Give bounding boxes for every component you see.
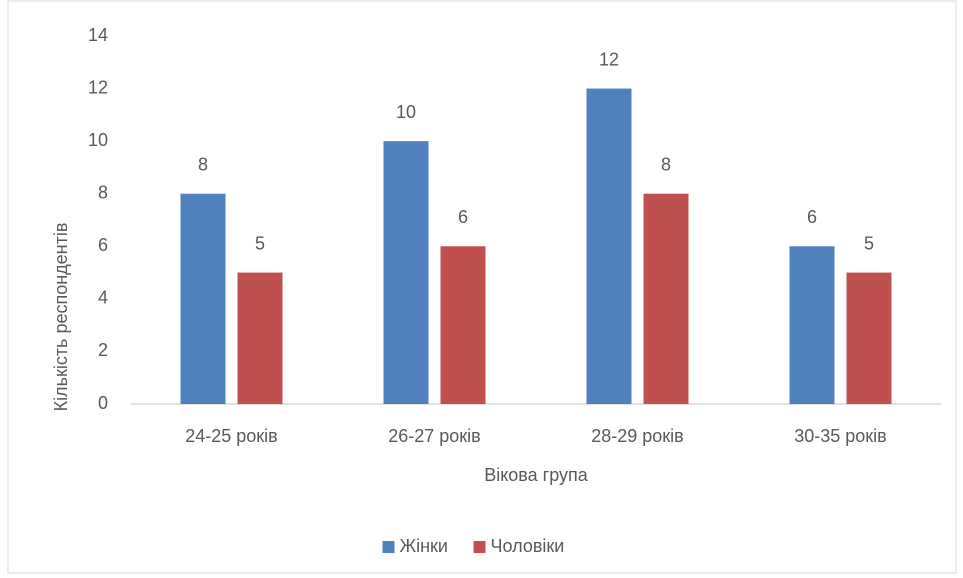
bar xyxy=(846,272,892,404)
bar xyxy=(440,246,486,404)
legend-swatch xyxy=(473,541,486,553)
y-tick-label: 10 xyxy=(88,130,108,150)
legend-swatch xyxy=(382,541,395,553)
value-label: 10 xyxy=(396,102,416,122)
y-tick-label: 14 xyxy=(88,25,108,45)
value-label: 6 xyxy=(458,207,468,227)
x-axis-title: Вікова група xyxy=(484,465,589,485)
value-label: 5 xyxy=(864,233,874,253)
value-label: 8 xyxy=(661,154,671,174)
legend-label: Чоловіки xyxy=(491,536,565,556)
x-tick-label: 24-25 років xyxy=(185,426,278,446)
y-tick-label: 4 xyxy=(98,288,108,308)
x-tick-label: 26-27 років xyxy=(388,426,481,446)
y-tick-label: 12 xyxy=(88,77,108,97)
value-label: 12 xyxy=(599,49,619,69)
x-tick-label: 28-29 років xyxy=(591,426,684,446)
value-label: 5 xyxy=(255,233,265,253)
y-tick-label: 8 xyxy=(98,182,108,202)
y-tick-label: 0 xyxy=(98,393,108,413)
bar xyxy=(383,141,429,404)
value-label: 6 xyxy=(807,207,817,227)
legend-label: Жінки xyxy=(400,536,449,556)
value-label: 8 xyxy=(198,154,208,174)
y-axis-title: Кількість респондентів xyxy=(51,223,71,412)
bar xyxy=(789,246,835,404)
bar xyxy=(180,193,226,404)
bar xyxy=(643,193,689,404)
y-tick-label: 2 xyxy=(98,340,108,360)
bar xyxy=(586,88,632,405)
x-tick-label: 30-35 років xyxy=(794,426,887,446)
y-tick-label: 6 xyxy=(98,235,108,255)
bar xyxy=(237,272,283,404)
